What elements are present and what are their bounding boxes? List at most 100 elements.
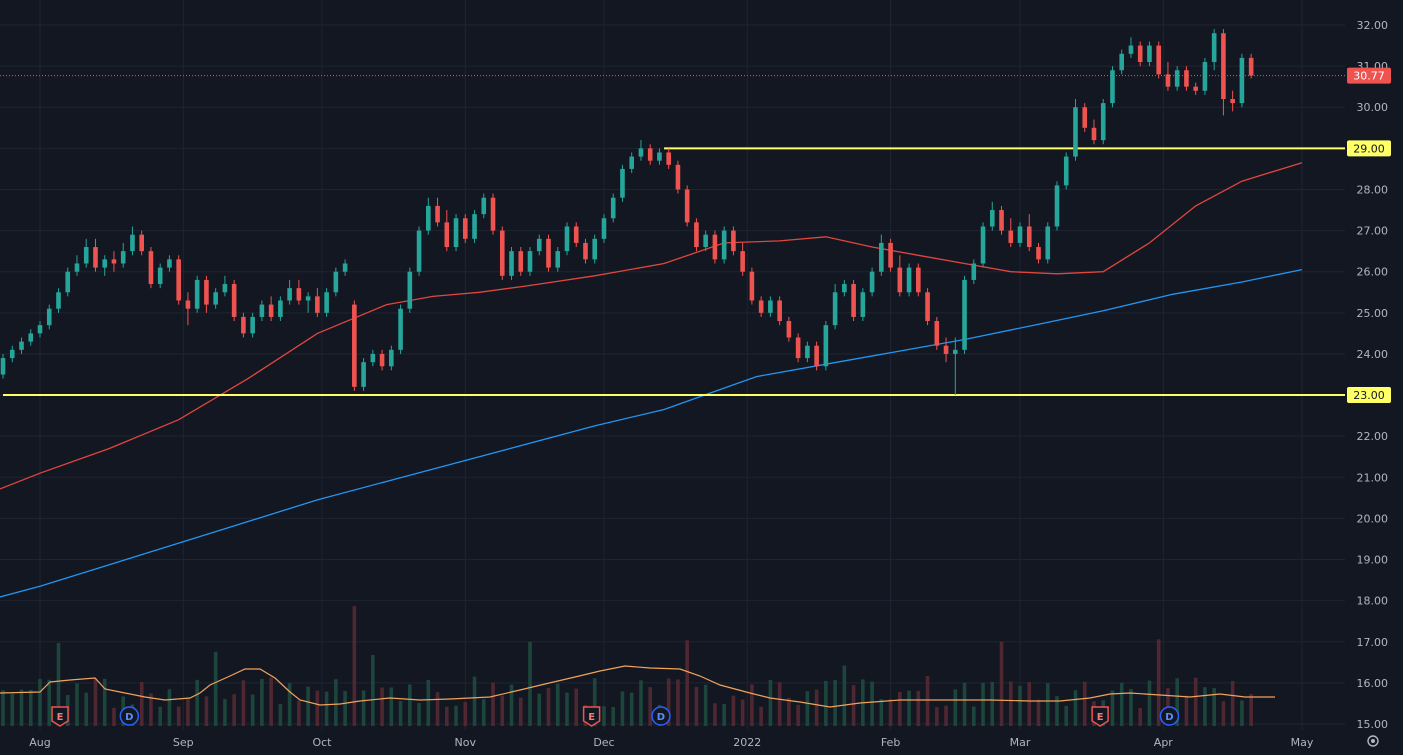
- volume-bar: [417, 703, 421, 726]
- candle-body: [1202, 62, 1208, 91]
- volume-bar: [740, 699, 745, 726]
- time-tick-label: Feb: [881, 736, 900, 749]
- volume-bar: [824, 681, 828, 726]
- volume-bar: [380, 687, 384, 726]
- price-tick-label: 32.00: [1357, 19, 1389, 32]
- volume-bar: [1055, 696, 1059, 726]
- candle-body: [324, 292, 329, 313]
- price-tick-label: 26.00: [1357, 266, 1389, 279]
- candle-body: [1073, 107, 1078, 157]
- volume-bar: [944, 705, 948, 726]
- candle-body: [46, 308, 52, 326]
- candle-body: [1026, 226, 1032, 248]
- volume-bar: [648, 687, 652, 726]
- candles: [0, 29, 1254, 396]
- volume-bar: [731, 695, 736, 726]
- event-label: E: [57, 712, 64, 723]
- earnings-marker[interactable]: E: [51, 706, 69, 727]
- candle-body: [879, 242, 884, 272]
- candle-body: [462, 218, 468, 239]
- price-tags: 29.00 23.00 30.77: [1347, 67, 1391, 404]
- earnings-marker[interactable]: E: [1091, 706, 1109, 727]
- candle-body: [851, 284, 856, 317]
- candle-body: [1091, 127, 1097, 141]
- volume-bar: [1, 690, 5, 726]
- price-tick-label: 30.00: [1357, 101, 1389, 114]
- candle-body: [934, 321, 940, 346]
- volume-bar: [241, 680, 246, 726]
- volume-bar: [361, 690, 366, 726]
- volume-bar: [935, 707, 939, 726]
- volume-bar: [851, 685, 856, 726]
- dividend-marker[interactable]: D: [1159, 706, 1180, 726]
- volume-bar: [167, 689, 172, 726]
- candle-body: [758, 300, 764, 313]
- volume-moving-average: [0, 665, 1275, 708]
- candle-body: [564, 226, 570, 252]
- volume-bar: [546, 688, 551, 726]
- price-tick-label: 22.00: [1357, 430, 1389, 443]
- volume-bar: [1221, 701, 1226, 726]
- candle-body: [315, 296, 320, 313]
- moving-averages: [0, 162, 1303, 598]
- volume-bar: [10, 693, 15, 726]
- candle-body: [536, 238, 542, 252]
- price-tick-label: 19.00: [1357, 554, 1389, 567]
- candle-body: [342, 263, 348, 272]
- volume-bar: [1184, 695, 1189, 726]
- volume-bar: [833, 679, 837, 726]
- earnings-marker[interactable]: E: [582, 706, 601, 727]
- level-price-tag-bg: [1347, 387, 1391, 404]
- time-tick-label: 2022: [733, 736, 761, 749]
- candle-body: [19, 341, 24, 350]
- candle-body: [943, 345, 949, 354]
- time-tick-label: Apr: [1154, 736, 1174, 749]
- candle-body: [999, 210, 1004, 231]
- candle-body: [0, 358, 6, 375]
- volume-bar: [1156, 639, 1161, 726]
- candle-body: [407, 271, 413, 309]
- volume-bar: [907, 690, 911, 726]
- candle-body: [842, 284, 847, 293]
- candle-body: [712, 234, 718, 260]
- settings-gear-icon[interactable]: [1367, 735, 1379, 747]
- time-axis[interactable]: Aug Sep Oct Nov Dec 2022 Feb Mar Apr May: [29, 736, 1314, 749]
- volume-bar: [1018, 685, 1022, 726]
- candle-body: [518, 251, 524, 272]
- volume-bar: [408, 684, 412, 726]
- candle-body: [546, 238, 551, 268]
- candle-body: [398, 308, 403, 350]
- candle-body: [435, 205, 440, 223]
- candle-body: [231, 284, 237, 317]
- price-tick-label: 18.00: [1357, 595, 1389, 608]
- volume-bar: [1129, 689, 1133, 726]
- candle-body: [250, 316, 255, 334]
- candle-body: [1100, 103, 1106, 141]
- dividend-marker[interactable]: D: [119, 706, 140, 726]
- volume-bar: [343, 690, 347, 726]
- volume-bar: [574, 688, 579, 726]
- candle-body: [610, 197, 616, 219]
- candle-body: [795, 337, 801, 359]
- dividend-marker[interactable]: D: [651, 706, 671, 726]
- candle-body: [130, 234, 135, 252]
- candle-body: [805, 345, 810, 359]
- volume-bar: [888, 699, 893, 726]
- price-tick-label: 16.00: [1357, 677, 1389, 690]
- price-axis[interactable]: 15.00 16.00 17.00 18.00 19.00 20.00 21.00 22.00…: [1357, 19, 1389, 731]
- volume-bar: [518, 697, 523, 726]
- volume-bar: [1036, 699, 1041, 726]
- volume-bar: [260, 678, 264, 726]
- price-tick-label: 20.00: [1357, 512, 1389, 525]
- horizontal-levels[interactable]: [3, 147, 1345, 397]
- price-tick-label: 27.00: [1357, 225, 1389, 238]
- volume-bar: [334, 679, 338, 726]
- volume-bar: [93, 678, 98, 726]
- candle-body: [453, 218, 459, 248]
- candle-body: [268, 304, 274, 317]
- volume-bar: [870, 681, 874, 726]
- volume-bar: [666, 678, 671, 726]
- candle-body: [185, 300, 191, 309]
